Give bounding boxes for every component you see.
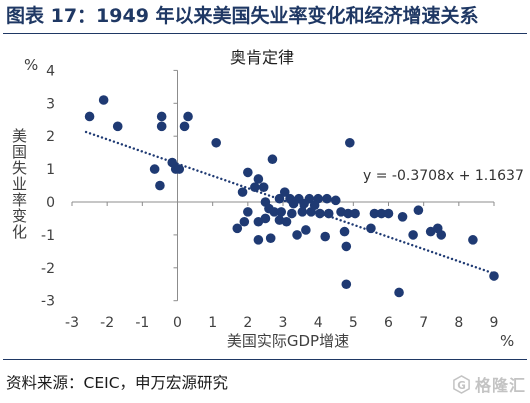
data-point <box>341 241 352 252</box>
source-note: 资料来源：CEIC，申万宏源研究 <box>6 374 229 392</box>
axes <box>71 69 495 302</box>
data-point <box>98 95 109 105</box>
y-tick-label: 0 <box>46 195 55 211</box>
data-point <box>299 198 309 209</box>
tick-labels: 4 3 2 1 0 -1 -2 -3 -3 -2 -1 0 1 2 3 4 5 6 7 8 9 <box>41 63 498 331</box>
data-point <box>279 187 290 197</box>
data-point <box>253 235 264 245</box>
data-points <box>84 95 499 298</box>
y-tick-label: 2 <box>46 129 55 145</box>
data-point <box>369 208 380 219</box>
watermark-text: 格隆汇 <box>475 376 527 395</box>
data-point <box>301 225 311 235</box>
data-point <box>345 137 355 148</box>
figure-title: 图表 17：1949 年以来美国失业率变化和经济增速关系 <box>6 5 479 27</box>
data-point <box>297 207 308 217</box>
data-point <box>489 271 499 281</box>
data-point <box>315 208 325 219</box>
x-tick-label: 2 <box>243 315 252 331</box>
x-tick-label: 3 <box>279 315 288 331</box>
y-tick-label: 1 <box>46 162 55 178</box>
data-point <box>269 207 280 217</box>
data-point <box>339 226 350 237</box>
data-point <box>413 205 424 216</box>
data-point <box>383 208 394 219</box>
data-point <box>179 121 190 132</box>
data-point <box>341 279 352 290</box>
data-point <box>156 111 167 122</box>
data-point <box>156 121 167 132</box>
data-point <box>292 230 302 240</box>
data-point <box>183 111 193 122</box>
data-point <box>306 207 316 217</box>
data-point <box>250 182 260 192</box>
data-point <box>239 216 250 227</box>
data-point <box>84 111 95 122</box>
y-tick-label: 3 <box>46 96 55 112</box>
data-point <box>376 208 387 219</box>
x-tick-label: 7 <box>419 315 428 331</box>
data-point <box>366 223 376 234</box>
title-divider <box>3 33 527 34</box>
y-tick-label: -2 <box>41 261 55 277</box>
data-point <box>323 208 334 219</box>
x-tick-label: 8 <box>454 315 463 331</box>
y-axis-unit: % <box>24 56 38 74</box>
data-point <box>322 193 332 204</box>
x-tick-label: -1 <box>135 315 149 331</box>
y-tick-label: -3 <box>41 294 55 310</box>
data-point <box>330 195 341 206</box>
x-axis-label: 美国实际GDP增速 <box>227 332 349 350</box>
x-axis-unit: % <box>500 332 514 350</box>
data-point <box>343 208 353 219</box>
data-point <box>408 230 418 240</box>
data-point <box>265 233 276 243</box>
data-point <box>253 174 264 184</box>
data-point <box>243 167 253 178</box>
data-point <box>274 193 285 204</box>
data-point <box>397 212 408 222</box>
x-tick-label: 6 <box>384 315 393 331</box>
footer-divider <box>3 359 527 360</box>
logo-letter: G <box>457 379 466 391</box>
chart-title: 奥肯定律 <box>230 48 294 67</box>
y-tick-label: 4 <box>46 63 55 79</box>
x-tick-label: -2 <box>100 315 114 331</box>
data-point <box>243 207 253 217</box>
y-axis-label: 美国失业率变化 <box>10 128 28 240</box>
g-hexagon-logo-icon: G <box>453 374 470 394</box>
data-point <box>281 216 292 227</box>
x-tick-label: -3 <box>65 315 79 331</box>
data-point <box>211 137 221 148</box>
data-point <box>276 207 287 217</box>
x-tick-label: 5 <box>349 315 358 331</box>
data-point <box>149 164 160 174</box>
data-point <box>258 182 269 192</box>
data-point <box>237 187 248 197</box>
data-point <box>350 208 360 219</box>
data-point <box>267 154 278 165</box>
data-point <box>286 208 297 219</box>
y-tick-label: -1 <box>41 228 55 244</box>
data-point <box>394 287 404 298</box>
data-point <box>320 231 331 242</box>
x-tick-label: 0 <box>173 315 182 331</box>
x-tick-label: 4 <box>314 315 323 331</box>
watermark: G 格隆汇 <box>452 373 526 395</box>
data-point <box>174 164 185 174</box>
x-tick-label: 1 <box>208 315 217 331</box>
data-point <box>155 180 165 191</box>
data-point <box>112 121 123 132</box>
data-point <box>436 230 447 240</box>
data-point <box>288 198 299 209</box>
data-point <box>232 223 243 234</box>
trendline-equation: y = -0.3708x + 1.1637 <box>363 168 524 184</box>
data-point <box>468 235 478 245</box>
x-tick-label: 9 <box>490 315 499 331</box>
data-point <box>253 216 264 227</box>
